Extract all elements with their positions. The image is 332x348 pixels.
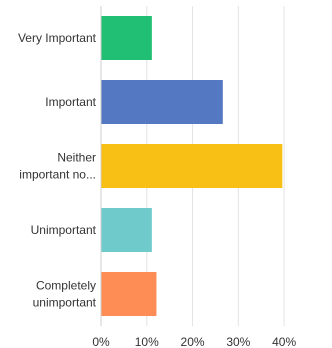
category-label: Important [45, 95, 96, 109]
x-tick-label: 40% [272, 335, 296, 348]
bar [101, 272, 157, 316]
x-tick-label: 20% [181, 335, 205, 348]
bar [101, 80, 223, 124]
category-label: Completely unimportant [33, 279, 97, 310]
x-tick-label: 0% [92, 335, 110, 348]
bar [101, 208, 152, 252]
category-label: Very Important [18, 31, 97, 45]
label-layer: 0% 10% 20% 30% 40% Very Important Important Nei… [18, 31, 296, 348]
bar-layer [101, 16, 283, 316]
bar [101, 16, 152, 60]
x-tick-label: 30% [226, 335, 250, 348]
x-tick-label: 10% [135, 335, 159, 348]
category-label: Unimportant [31, 223, 97, 237]
bar [101, 144, 283, 188]
category-label: Neither important no... [19, 151, 96, 182]
